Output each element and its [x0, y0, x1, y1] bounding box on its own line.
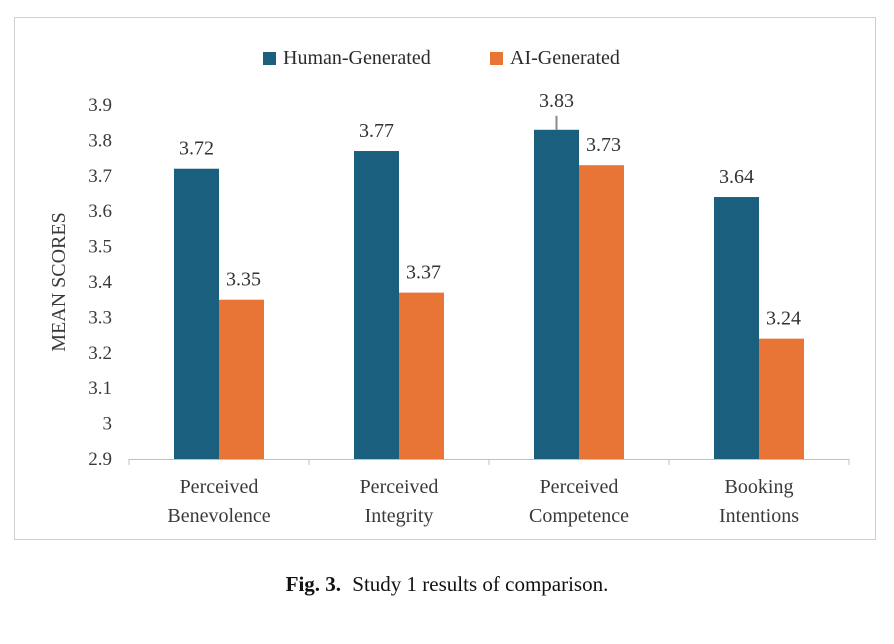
y-tick-label: 3.9 — [88, 95, 112, 116]
y-tick-label: 3 — [103, 414, 113, 435]
legend-swatch-ai — [490, 52, 503, 65]
bar-ai-1 — [399, 292, 444, 459]
figure-label: Fig. 3. — [285, 572, 342, 596]
x-axis: Perceived Benevolence Perceived Integrity Pe… — [128, 459, 850, 527]
y-tick-label: 3.4 — [88, 272, 112, 293]
chart-frame: Human-Generated AI-Generated 3.9 3.8 3.7 3.6… — [14, 17, 876, 540]
x-category-label: Perceived — [360, 476, 439, 498]
y-tick-label: 2.9 — [88, 449, 112, 470]
legend: Human-Generated AI-Generated — [263, 47, 620, 69]
figure-caption-text: Study 1 results of comparison. — [352, 572, 609, 596]
x-category-label: Perceived — [180, 476, 259, 498]
bar-chart: Human-Generated AI-Generated 3.9 3.8 3.7 3.6… — [48, 47, 850, 527]
bar-human-3 — [714, 197, 759, 460]
bar-human-1 — [354, 151, 399, 459]
legend-label: Human-Generated — [283, 47, 431, 69]
data-label: 3.37 — [406, 262, 441, 284]
data-label: 3.73 — [586, 134, 621, 156]
y-axis: 3.9 3.8 3.7 3.6 3.5 3.4 3.3 3.2 3.1 3 2.9 MEAN SCOR… — [48, 95, 113, 470]
x-category-label: Perceived — [540, 476, 619, 498]
data-label: 3.24 — [766, 308, 801, 330]
y-tick-label: 3.6 — [88, 201, 112, 222]
y-tick-label: 3.2 — [88, 343, 112, 364]
data-label: 3.83 — [539, 90, 574, 112]
bar-ai-2 — [579, 165, 624, 459]
data-label: 3.35 — [226, 269, 261, 291]
y-axis-title: MEAN SCORES — [48, 212, 70, 351]
figure-caption: Fig. 3. Study 1 results of comparison. — [0, 572, 894, 597]
y-tick-label: 3.8 — [88, 130, 112, 151]
bars: 3.72 3.77 3.83 3.64 3.35 3.37 3.73 3.24 — [174, 90, 804, 460]
x-category-label: Intentions — [719, 505, 799, 527]
bar-ai-3 — [759, 338, 804, 459]
data-label: 3.72 — [179, 138, 214, 160]
x-category-label: Competence — [529, 505, 629, 527]
legend-label: AI-Generated — [510, 47, 620, 69]
bar-ai-0 — [219, 299, 264, 459]
data-label: 3.64 — [719, 166, 754, 188]
x-category-label: Benevolence — [167, 505, 270, 527]
bar-human-2 — [534, 129, 579, 459]
y-tick-label: 3.1 — [88, 378, 112, 399]
legend-swatch-human — [263, 52, 276, 65]
x-category-label: Booking — [725, 476, 794, 498]
bar-human-0 — [174, 168, 219, 459]
x-category-label: Integrity — [365, 505, 434, 527]
y-tick-label: 3.7 — [88, 166, 112, 187]
y-tick-label: 3.5 — [88, 237, 112, 258]
y-tick-label: 3.3 — [88, 307, 112, 328]
data-label: 3.77 — [359, 120, 394, 142]
